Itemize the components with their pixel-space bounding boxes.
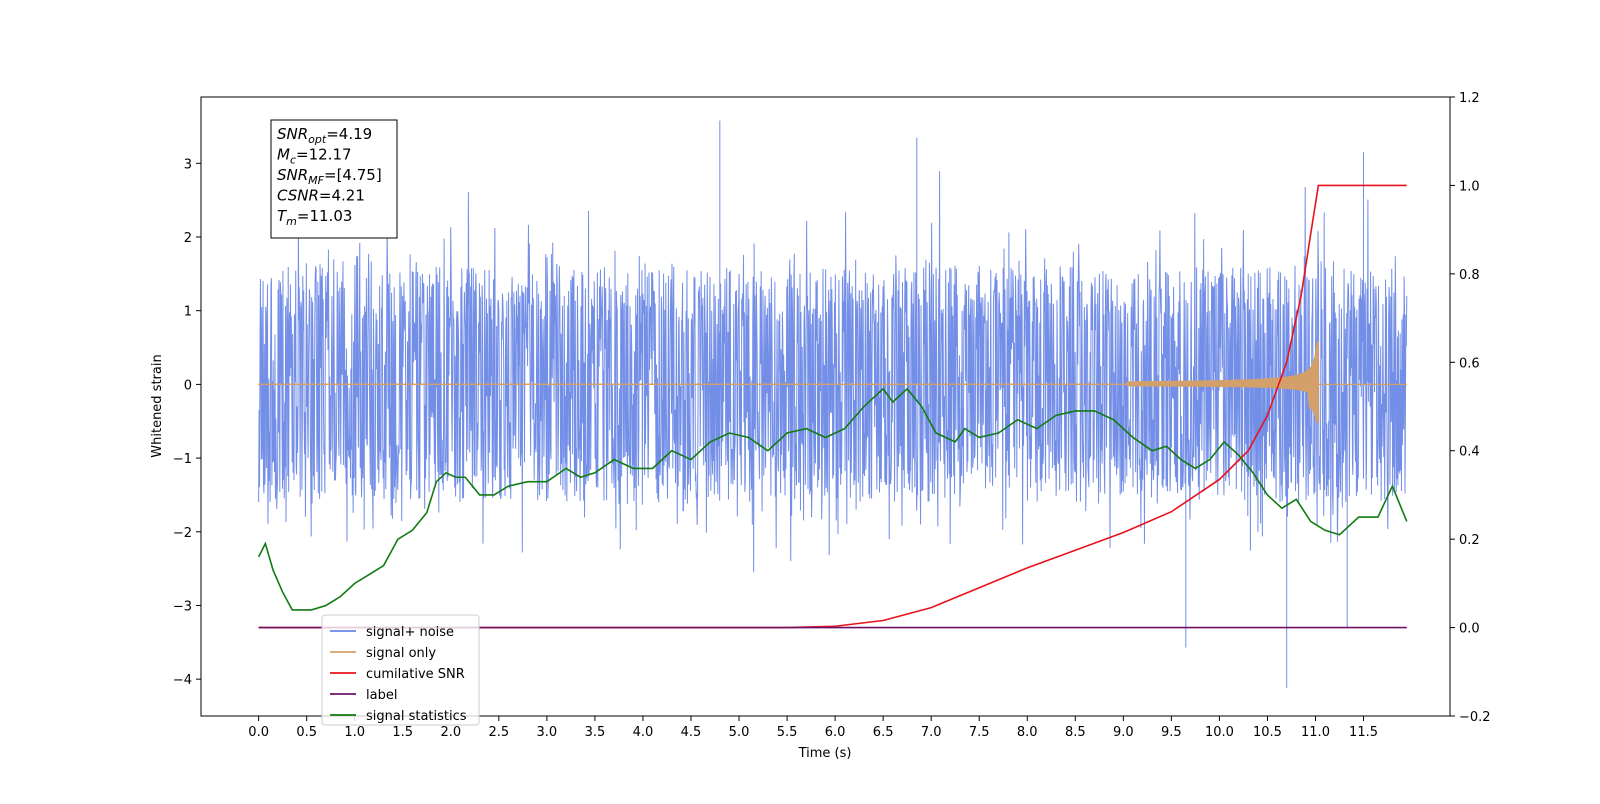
legend-label: label bbox=[366, 688, 397, 703]
x-tick-label: 10.5 bbox=[1253, 725, 1282, 740]
plot-frame bbox=[200, 96, 1451, 717]
x-tick-label: 6.5 bbox=[873, 725, 894, 740]
y-tick-label: 3 bbox=[184, 157, 192, 172]
annotation-value: =12.17 bbox=[296, 146, 352, 164]
legend-label: signal+ noise bbox=[366, 625, 454, 640]
x-tick-label: 7.0 bbox=[921, 725, 942, 740]
y-axis-right: 1.2 1.0 0.8 0.6 0.4 0.2 0.0 −0.2 bbox=[1450, 91, 1491, 725]
y2-tick-label: 0.6 bbox=[1459, 356, 1480, 371]
x-axis-label: Time (s) bbox=[798, 746, 852, 761]
annotation-symbol: M bbox=[277, 146, 290, 164]
annotation-symbol: SNR bbox=[277, 166, 308, 184]
series-signal-statistics bbox=[257, 387, 1408, 611]
annotation-line: CSNR=4.21 bbox=[277, 187, 365, 205]
annotation-subscript: MF bbox=[308, 174, 324, 187]
annotation-line: SNRMF=[4.75] bbox=[277, 166, 382, 187]
annotation-line: SNRopt=4.19 bbox=[277, 125, 372, 146]
y2-tick-label: 0.4 bbox=[1459, 445, 1480, 460]
y2-tick-label: −0.2 bbox=[1459, 710, 1491, 725]
legend-label: cumilative SNR bbox=[366, 667, 465, 682]
y-tick-label: 1 bbox=[184, 305, 192, 320]
stats-annotation-box: SNRopt=4.19Mc=12.17SNRMF=[4.75]CSNR=4.21… bbox=[270, 119, 398, 239]
series-cumilative-snr bbox=[258, 184, 1407, 629]
annotation-symbol: SNR bbox=[277, 125, 308, 143]
x-tick-label: 5.0 bbox=[729, 725, 750, 740]
x-tick-label: 3.5 bbox=[585, 725, 606, 740]
y2-tick-label: 0.8 bbox=[1459, 268, 1480, 283]
y-tick-label: −4 bbox=[173, 673, 192, 688]
y-tick-label: −1 bbox=[173, 452, 192, 467]
x-tick-label: 9.5 bbox=[1161, 725, 1182, 740]
x-tick-label: 2.5 bbox=[488, 725, 509, 740]
annotation-subscript: opt bbox=[308, 133, 327, 146]
annotation-value: =4.21 bbox=[319, 187, 365, 205]
x-tick-label: 11.0 bbox=[1301, 725, 1330, 740]
y-tick-label: −2 bbox=[173, 526, 192, 541]
x-tick-label: 4.5 bbox=[681, 725, 702, 740]
y-tick-label: 2 bbox=[184, 231, 192, 246]
x-tick-label: 7.5 bbox=[969, 725, 990, 740]
x-tick-label: 10.0 bbox=[1205, 725, 1234, 740]
x-tick-label: 0.5 bbox=[296, 725, 317, 740]
annotation-value: =[4.75] bbox=[324, 166, 382, 184]
y-tick-label: 0 bbox=[184, 378, 192, 393]
y-tick-label: −3 bbox=[173, 599, 192, 614]
y-axis-left: 3 2 1 0 −1 −2 −3 −4 bbox=[173, 157, 201, 688]
x-tick-label: 2.0 bbox=[440, 725, 461, 740]
x-tick-label: 8.0 bbox=[1017, 725, 1038, 740]
annotation-line: Mc=12.17 bbox=[277, 146, 352, 167]
x-tick-label: 3.0 bbox=[537, 725, 558, 740]
x-tick-label: 9.0 bbox=[1113, 725, 1134, 740]
x-tick-label: 4.0 bbox=[633, 725, 654, 740]
annotation-line: Tm=11.03 bbox=[277, 207, 352, 228]
annotation-frame bbox=[270, 119, 398, 239]
x-tick-label: 1.5 bbox=[392, 725, 413, 740]
annotation-symbol: CSNR bbox=[277, 187, 319, 205]
annotation-symbol: T bbox=[277, 207, 288, 225]
x-axis: 0.0 0.5 1.0 1.5 2.0 2.5 3.0 3.5 4.0 4.5 5.0 5.5 6.0 6… bbox=[248, 716, 1378, 740]
annotation-value: =4.19 bbox=[326, 125, 372, 143]
x-tick-label: 1.0 bbox=[344, 725, 365, 740]
x-tick-label: 8.5 bbox=[1065, 725, 1086, 740]
annotation-subscript: c bbox=[290, 154, 296, 167]
x-tick-label: 11.5 bbox=[1349, 725, 1378, 740]
legend-label: signal only bbox=[366, 646, 436, 661]
annotation-value: =11.03 bbox=[297, 207, 353, 225]
y2-tick-label: 0.0 bbox=[1459, 622, 1480, 637]
series-signal-noise bbox=[258, 120, 1408, 688]
y2-tick-label: 1.0 bbox=[1459, 179, 1480, 194]
y2-tick-label: 1.2 bbox=[1459, 91, 1480, 106]
legend: signal+ noise signal only cumilative SNR la… bbox=[321, 614, 480, 726]
series-layer bbox=[257, 120, 1408, 688]
x-tick-label: 6.0 bbox=[825, 725, 846, 740]
x-tick-label: 0.0 bbox=[248, 725, 269, 740]
annotation-subscript: m bbox=[286, 215, 297, 228]
legend-frame bbox=[321, 614, 480, 726]
x-tick-label: 5.5 bbox=[777, 725, 798, 740]
legend-label: signal statistics bbox=[366, 709, 467, 724]
y-axis-label: Whitened strain bbox=[150, 354, 165, 457]
y2-tick-label: 0.2 bbox=[1459, 533, 1480, 548]
